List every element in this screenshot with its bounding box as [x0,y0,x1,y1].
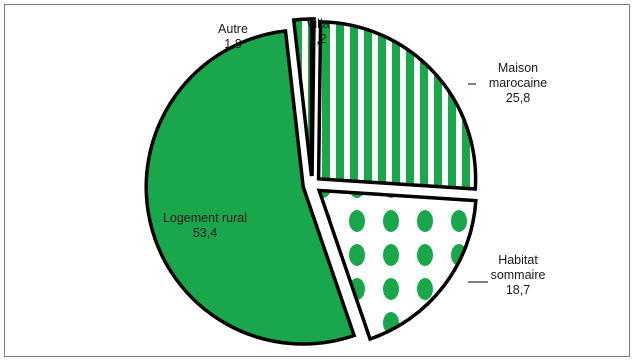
leader-lines [468,83,488,283]
data-label-value-logement-rural: 53,4 [193,226,217,240]
data-label-name-logement-rural: Logement rural [163,211,247,225]
data-label-value-villa: 0,2 [309,32,326,46]
data-label-value-autre: 1,8 [224,37,241,51]
data-label-name-maison-marocaine: marocaine [489,76,547,90]
data-label-name-villa: Villa [306,17,329,31]
data-label-value-habitat-sommaire: 18,7 [506,283,530,297]
pie-slice-autre [291,17,314,177]
data-label-name-maison-marocaine: Maison [498,61,538,75]
pie-slice-habitat-sommaire [316,188,478,342]
data-label-name-autre: Autre [218,22,248,36]
data-label-name-habitat-sommaire: sommaire [491,268,546,282]
data-label-value-maison-marocaine: 25,8 [506,91,530,105]
pie-slice-logement-rural [144,29,357,346]
pie-slice-maison-marocaine [316,20,478,191]
data-label-name-habitat-sommaire: Habitat [498,253,538,267]
pie-slices [144,17,478,346]
